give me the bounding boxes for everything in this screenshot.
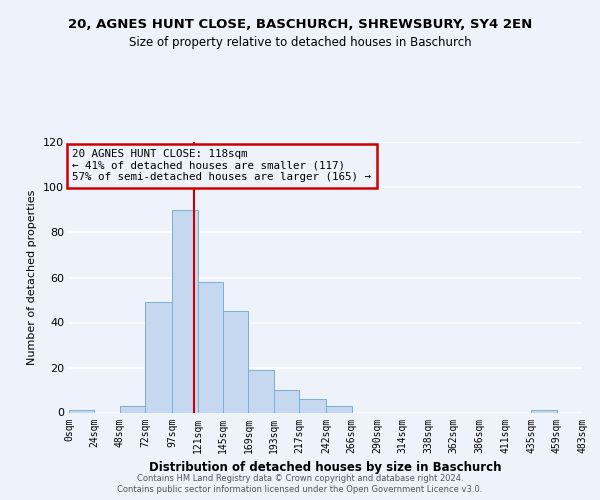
Bar — [69, 410, 94, 412]
Bar — [120, 406, 145, 412]
Bar — [326, 406, 352, 412]
Text: Contains HM Land Registry data © Crown copyright and database right 2024.
Contai: Contains HM Land Registry data © Crown c… — [118, 474, 482, 494]
Text: 20, AGNES HUNT CLOSE, BASCHURCH, SHREWSBURY, SY4 2EN: 20, AGNES HUNT CLOSE, BASCHURCH, SHREWSB… — [68, 18, 532, 30]
Bar — [299, 399, 326, 412]
X-axis label: Distribution of detached houses by size in Baschurch: Distribution of detached houses by size … — [149, 461, 502, 474]
Bar — [172, 210, 197, 412]
Bar — [197, 282, 223, 412]
Text: 20 AGNES HUNT CLOSE: 118sqm
← 41% of detached houses are smaller (117)
57% of se: 20 AGNES HUNT CLOSE: 118sqm ← 41% of det… — [72, 149, 371, 182]
Bar — [145, 302, 172, 412]
Bar — [531, 410, 557, 412]
Y-axis label: Number of detached properties: Number of detached properties — [28, 190, 37, 365]
Bar — [248, 370, 274, 412]
Bar — [274, 390, 299, 412]
Text: Size of property relative to detached houses in Baschurch: Size of property relative to detached ho… — [128, 36, 472, 49]
Bar — [223, 311, 248, 412]
